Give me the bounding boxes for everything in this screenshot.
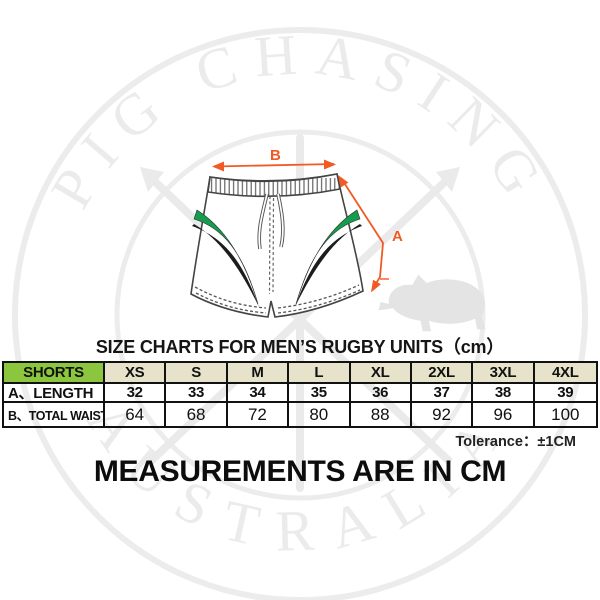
size-header-cell: 3XL (473, 363, 535, 384)
length-value-cell: 38 (473, 384, 535, 403)
dimension-length: A (338, 175, 403, 293)
length-value-cell: 39 (534, 384, 596, 403)
arrowhead-left-icon (212, 161, 224, 172)
size-header-cell: L (289, 363, 351, 384)
shorts-measurement-diagram: B A (190, 147, 403, 318)
row-label-length: A、LENGTH (4, 384, 105, 403)
arrowhead-right-icon (324, 159, 336, 170)
measurements-note: MEASUREMENTS ARE IN CM (93, 455, 507, 488)
hem-stitching (194, 284, 361, 314)
size-header-cell: XS (105, 363, 167, 384)
size-header-cell: M (227, 363, 290, 384)
shorts-side-panels (192, 209, 362, 307)
waist-value-cell: 88 (351, 403, 412, 426)
size-chart-title: SIZE CHARTS FOR MEN’S RUGBY UNITS（cm） (95, 337, 505, 357)
size-header-cell: S (166, 363, 228, 384)
length-value-cell: 33 (166, 384, 228, 403)
size-table-corner-cell: SHORTS (4, 363, 105, 384)
boar-silhouette-icon (378, 274, 486, 332)
waist-value-cell: 80 (289, 403, 351, 426)
size-header-cell: 4XL (534, 363, 596, 384)
waist-value-cell: 72 (228, 403, 290, 426)
watermark-inner-ring (114, 129, 486, 501)
waist-value-cell: 68 (166, 403, 228, 426)
arrowhead-bottom-icon (371, 279, 381, 293)
tolerance-note: Tolerance：±1CM (455, 434, 577, 450)
waist-value-cell: 100 (551, 404, 580, 424)
row-label-total-waist: B、TOTAL WAIST (4, 403, 105, 426)
length-value-cell: 37 (411, 384, 474, 403)
drawstring (257, 193, 285, 250)
length-value-cell: 36 (350, 384, 412, 403)
length-value-cell: 32 (105, 384, 167, 403)
size-table: SHORTS XS S M L XL 2XL 3XL 4XL A、LENGTH … (2, 361, 598, 428)
size-header-cell: 2XL (411, 363, 474, 384)
waist-value-cell: 92 (412, 403, 474, 426)
arrowhead-top-icon (338, 175, 349, 188)
length-label: A (392, 228, 403, 245)
waistband (207, 173, 341, 198)
length-value-cell: 35 (289, 384, 351, 403)
length-value-cell: 34 (227, 384, 290, 403)
dimension-waist: B (212, 147, 336, 172)
watermark-outer-ring (12, 27, 588, 600)
waist-value-cell: 64 (105, 403, 167, 426)
fly-stitching (268, 195, 275, 295)
waist-label: B (270, 147, 281, 164)
waist-value-cell: 96 (473, 403, 535, 426)
size-header-cell: XL (350, 363, 412, 384)
watermark-arrowheads (140, 167, 460, 192)
